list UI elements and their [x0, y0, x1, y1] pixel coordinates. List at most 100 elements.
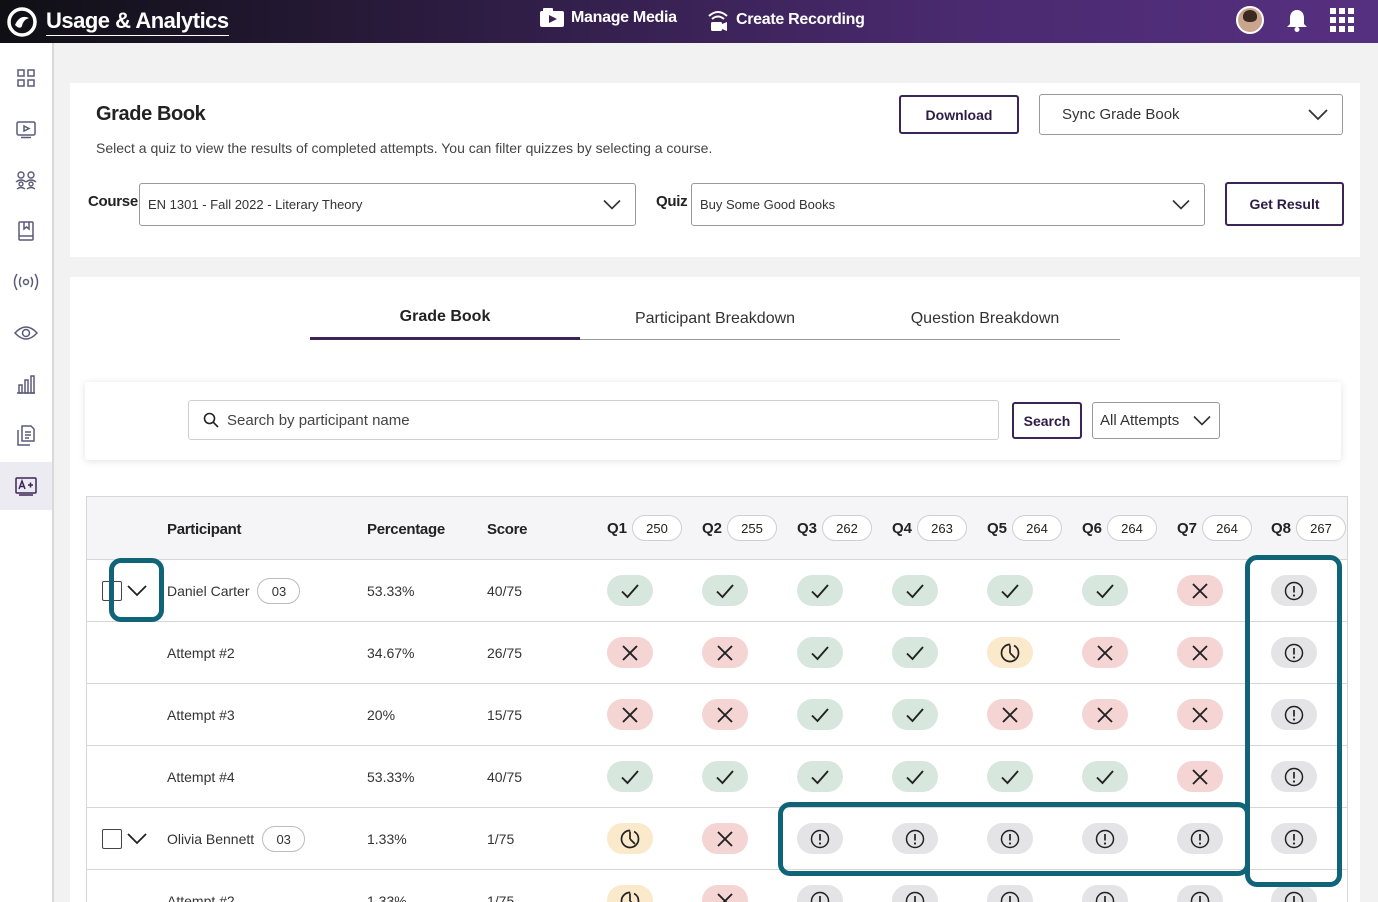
answer-mark-q7[interactable]: [1177, 885, 1223, 902]
answer-mark-q8[interactable]: [1271, 575, 1317, 606]
sidebar-item-groups[interactable]: [0, 156, 52, 204]
answer-mark-q3[interactable]: [797, 575, 843, 606]
header-question-4[interactable]: Q4 263: [892, 515, 968, 541]
answer-mark-q6[interactable]: [1082, 575, 1128, 606]
answer-mark-q4[interactable]: [892, 699, 938, 730]
alert-circle-icon: [1190, 891, 1210, 902]
answer-mark-q2[interactable]: [702, 575, 748, 606]
avatar[interactable]: [1236, 6, 1264, 34]
check-icon: [716, 583, 734, 598]
bell-icon[interactable]: [1286, 8, 1308, 32]
answer-mark-q6[interactable]: [1082, 699, 1128, 730]
sidebar-item-live[interactable]: [0, 258, 52, 306]
manage-media-button[interactable]: Manage Media: [539, 8, 677, 28]
answer-mark-q2[interactable]: [702, 823, 748, 854]
tab-grade-book[interactable]: Grade Book: [310, 297, 580, 340]
answer-mark-q8[interactable]: [1271, 761, 1317, 792]
attempts-filter-select[interactable]: All Attempts: [1092, 402, 1220, 439]
brand[interactable]: Usage & Analytics: [6, 6, 229, 38]
search-button[interactable]: Search: [1012, 402, 1082, 439]
answer-mark-q1[interactable]: [607, 575, 653, 606]
alert-circle-icon: [810, 829, 830, 848]
tab-question-breakdown[interactable]: Question Breakdown: [910, 309, 1060, 327]
answer-mark-q7[interactable]: [1177, 823, 1223, 854]
answer-mark-q7[interactable]: [1177, 637, 1223, 668]
answer-mark-q6[interactable]: [1082, 761, 1128, 792]
answer-mark-q2[interactable]: [702, 637, 748, 668]
answer-mark-q1[interactable]: [607, 761, 653, 792]
x-icon: [1192, 582, 1208, 599]
answer-mark-q5[interactable]: [987, 575, 1033, 606]
answer-mark-q4[interactable]: [892, 637, 938, 668]
row-checkbox[interactable]: [102, 829, 122, 849]
header-question-2[interactable]: Q2 255: [702, 515, 778, 541]
question-label: Q3: [797, 519, 818, 537]
percentage-cell: 53.33%: [367, 583, 415, 599]
sidebar-item-media[interactable]: [0, 105, 52, 153]
answer-mark-q1[interactable]: [607, 823, 653, 854]
answer-mark-q7[interactable]: [1177, 575, 1223, 606]
answer-mark-q7[interactable]: [1177, 699, 1223, 730]
tab-participant-breakdown[interactable]: Participant Breakdown: [634, 309, 796, 327]
answer-mark-q5[interactable]: [987, 885, 1033, 902]
sidebar-item-library[interactable]: [0, 207, 52, 255]
create-recording-button[interactable]: Create Recording: [706, 8, 865, 32]
row-checkbox[interactable]: [102, 581, 122, 601]
header-question-7[interactable]: Q7 264: [1177, 515, 1253, 541]
answer-mark-q3[interactable]: [797, 699, 843, 730]
percentage-cell: 20%: [367, 707, 396, 723]
expand-row-button[interactable]: [127, 829, 147, 849]
quiz-select[interactable]: Buy Some Good Books: [691, 183, 1205, 226]
header-question-8[interactable]: Q8 267: [1271, 515, 1347, 541]
answer-mark-q8[interactable]: [1271, 637, 1317, 668]
answer-mark-q2[interactable]: [702, 761, 748, 792]
attempts-filter-value: All Attempts: [1100, 412, 1180, 429]
answer-mark-q6[interactable]: [1082, 823, 1128, 854]
answer-mark-q5[interactable]: [987, 823, 1033, 854]
alert-circle-icon: [1284, 829, 1304, 848]
participant-name[interactable]: Olivia Bennett: [167, 831, 255, 847]
download-button[interactable]: Download: [899, 95, 1019, 134]
sync-gradebook-select[interactable]: Sync Grade Book: [1039, 94, 1343, 135]
answer-mark-q8[interactable]: [1271, 823, 1317, 854]
answer-mark-q2[interactable]: [702, 699, 748, 730]
app-grid-icon[interactable]: [1330, 8, 1354, 32]
sidebar-item-analytics[interactable]: [0, 360, 52, 408]
answer-mark-q2[interactable]: [702, 885, 748, 902]
answer-mark-q5[interactable]: [987, 637, 1033, 668]
header-question-6[interactable]: Q6 264: [1082, 515, 1158, 541]
sidebar-item-views[interactable]: [0, 309, 52, 357]
header-question-1[interactable]: Q1 250: [607, 515, 683, 541]
answer-mark-q6[interactable]: [1082, 885, 1128, 902]
sidebar-item-reports[interactable]: [0, 411, 52, 459]
answer-mark-q8[interactable]: [1271, 885, 1317, 902]
answer-mark-q6[interactable]: [1082, 637, 1128, 668]
answer-mark-q4[interactable]: [892, 823, 938, 854]
search-input[interactable]: Search by participant name: [188, 400, 999, 440]
sidebar-item-dashboard[interactable]: [0, 54, 52, 102]
expand-row-button[interactable]: [127, 581, 147, 601]
answer-mark-q3[interactable]: [797, 637, 843, 668]
answer-mark-q7[interactable]: [1177, 761, 1223, 792]
answer-mark-q3[interactable]: [797, 885, 843, 902]
answer-mark-q1[interactable]: [607, 885, 653, 902]
sidebar-item-gradebook[interactable]: [0, 462, 52, 510]
answer-mark-q5[interactable]: [987, 761, 1033, 792]
get-result-button[interactable]: Get Result: [1225, 182, 1344, 226]
answer-mark-q8[interactable]: [1271, 699, 1317, 730]
answer-mark-q4[interactable]: [892, 575, 938, 606]
answer-mark-q3[interactable]: [797, 761, 843, 792]
answer-mark-q4[interactable]: [892, 761, 938, 792]
answer-mark-q5[interactable]: [987, 699, 1033, 730]
answer-mark-q1[interactable]: [607, 699, 653, 730]
answer-mark-q3[interactable]: [797, 823, 843, 854]
participant-name: Attempt #2: [167, 893, 235, 902]
score-cell: 1/75: [487, 831, 515, 847]
answer-mark-q1[interactable]: [607, 637, 653, 668]
header-question-5[interactable]: Q5 264: [987, 515, 1063, 541]
participant-name[interactable]: Daniel Carter: [167, 583, 250, 599]
page-description: Select a quiz to view the results of com…: [96, 140, 713, 156]
answer-mark-q4[interactable]: [892, 885, 938, 902]
header-question-3[interactable]: Q3 262: [797, 515, 873, 541]
course-select[interactable]: EN 1301 - Fall 2022 - Literary Theory: [139, 183, 636, 226]
